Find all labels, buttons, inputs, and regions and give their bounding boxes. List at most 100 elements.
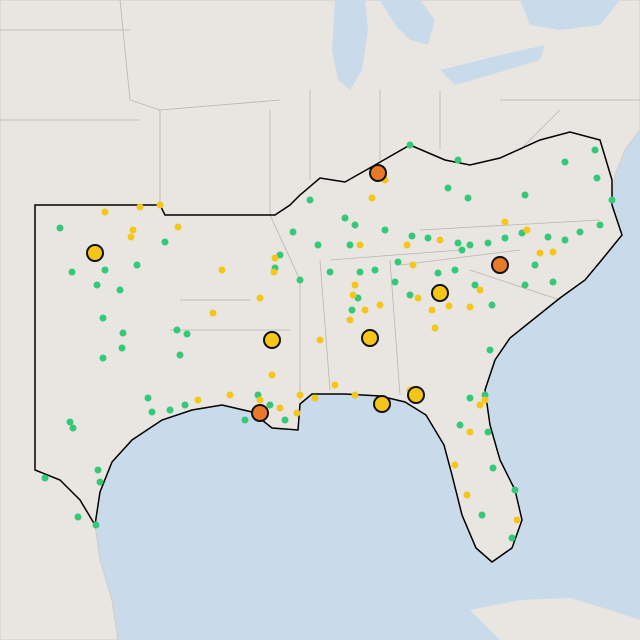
site-point (351, 281, 359, 289)
site-point (466, 428, 474, 436)
site-point (458, 246, 466, 254)
site-point (176, 351, 184, 359)
site-point (409, 261, 417, 269)
site-point (434, 269, 442, 277)
major-site (431, 284, 449, 302)
site-point (445, 302, 453, 310)
major-site (263, 331, 281, 349)
site-point (101, 208, 109, 216)
island (470, 598, 640, 640)
site-point (256, 294, 264, 302)
site-point (116, 286, 124, 294)
site-point (454, 239, 462, 247)
site-point (218, 266, 226, 274)
site-point (501, 218, 509, 226)
site-point (549, 278, 557, 286)
major-site (407, 386, 425, 404)
site-point (444, 184, 452, 192)
site-point (270, 268, 278, 276)
site-point (368, 194, 376, 202)
lake (440, 45, 545, 85)
site-point (486, 346, 494, 354)
site-point (293, 409, 301, 417)
site-point (66, 418, 74, 426)
site-point (351, 221, 359, 229)
major-site (369, 164, 387, 182)
site-point (596, 221, 604, 229)
site-point (161, 238, 169, 246)
lake (332, 0, 368, 90)
site-point (96, 478, 104, 486)
site-point (484, 428, 492, 436)
site-point (351, 391, 359, 399)
site-point (381, 226, 389, 234)
site-point (271, 254, 279, 262)
major-site (86, 244, 104, 262)
site-point (478, 511, 486, 519)
site-point (536, 249, 544, 257)
site-point (521, 191, 529, 199)
site-point (501, 234, 509, 242)
site-point (454, 156, 462, 164)
site-point (68, 268, 76, 276)
site-point (531, 261, 539, 269)
site-point (148, 408, 156, 416)
site-point (356, 268, 364, 276)
site-point (428, 306, 436, 314)
site-point (41, 474, 49, 482)
site-point (466, 303, 474, 311)
region-outline (34, 131, 623, 563)
site-point (549, 248, 557, 256)
site-point (511, 486, 519, 494)
site-point (593, 174, 601, 182)
site-point (69, 424, 77, 432)
site-point (544, 233, 552, 241)
site-point (463, 491, 471, 499)
site-point (266, 401, 274, 409)
site-point (226, 391, 234, 399)
site-point (451, 266, 459, 274)
site-point (361, 306, 369, 314)
site-point (523, 226, 531, 234)
site-point (513, 516, 521, 524)
site-point (403, 241, 411, 249)
site-point (173, 326, 181, 334)
major-site (491, 256, 509, 274)
site-point (608, 196, 616, 204)
site-point (74, 513, 82, 521)
site-point (561, 158, 569, 166)
site-point (489, 464, 497, 472)
site-point (508, 534, 516, 542)
site-point (481, 396, 489, 404)
site-point (391, 278, 399, 286)
site-point (144, 394, 152, 402)
site-point (136, 203, 144, 211)
site-point (424, 234, 432, 242)
site-point (296, 391, 304, 399)
site-point (451, 461, 459, 469)
major-site (373, 395, 391, 413)
site-point (456, 421, 464, 429)
lake (520, 0, 620, 30)
site-point (56, 224, 64, 232)
site-point (484, 239, 492, 247)
site-point (118, 344, 126, 352)
site-point (311, 394, 319, 402)
site-point (331, 381, 339, 389)
site-point (348, 306, 356, 314)
site-point (314, 241, 322, 249)
site-point (471, 281, 479, 289)
site-point (476, 286, 484, 294)
lake (380, 0, 435, 45)
site-point (93, 281, 101, 289)
site-point (133, 261, 141, 269)
site-point (174, 223, 182, 231)
site-point (591, 146, 599, 154)
site-point (488, 301, 496, 309)
site-point (406, 141, 414, 149)
major-site (251, 404, 269, 422)
site-point (209, 309, 217, 317)
site-point (464, 194, 472, 202)
site-point (376, 301, 384, 309)
